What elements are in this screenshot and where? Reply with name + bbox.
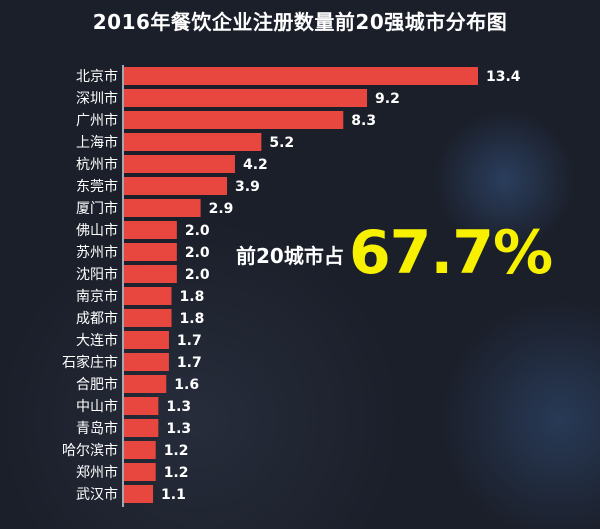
- value-label-3: 5.2: [269, 135, 294, 151]
- value-label-8: 2.0: [185, 245, 210, 261]
- category-label-11: 成都市: [76, 310, 118, 327]
- bars-layer: 北京市 13.4 深圳市 9.2 广州市 8.3 上海市 5.2 杭州市 4.2 东莞市 3.9 厦门市…: [62, 65, 521, 507]
- bar-12: [124, 331, 169, 349]
- bar-17: [124, 441, 156, 459]
- category-label-18: 郑州市: [76, 464, 118, 481]
- share-callout: 前20城市占 67.7%: [236, 218, 553, 288]
- category-label-19: 武汉市: [76, 486, 118, 503]
- bar-7: [124, 221, 177, 239]
- bar-16: [124, 419, 159, 437]
- category-label-15: 中山市: [76, 398, 118, 415]
- value-label-0: 13.4: [486, 69, 521, 85]
- bar-10: [124, 287, 172, 305]
- value-label-2: 8.3: [351, 113, 376, 129]
- category-label-9: 沈阳市: [76, 266, 118, 283]
- value-label-9: 2.0: [185, 267, 210, 283]
- value-label-1: 9.2: [375, 91, 400, 107]
- category-label-3: 上海市: [76, 134, 118, 151]
- value-label-4: 4.2: [243, 157, 268, 173]
- bar-15: [124, 397, 159, 415]
- value-label-16: 1.3: [166, 421, 191, 437]
- category-label-5: 东莞市: [76, 178, 118, 195]
- category-label-10: 南京市: [76, 288, 118, 305]
- category-label-8: 苏州市: [76, 244, 118, 261]
- value-label-5: 3.9: [235, 179, 260, 195]
- bar-3: [124, 133, 262, 151]
- value-label-11: 1.8: [180, 311, 205, 327]
- value-label-17: 1.2: [164, 443, 189, 459]
- category-label-0: 北京市: [76, 68, 118, 85]
- value-label-14: 1.6: [174, 377, 199, 393]
- category-label-2: 广州市: [76, 112, 118, 129]
- bar-0: [124, 67, 478, 85]
- bar-8: [124, 243, 177, 261]
- bar-18: [124, 463, 156, 481]
- value-label-12: 1.7: [177, 333, 202, 349]
- category-label-17: 哈尔滨市: [62, 442, 118, 459]
- bar-11: [124, 309, 172, 327]
- value-label-10: 1.8: [180, 289, 205, 305]
- callout-percent: 67.7%: [348, 218, 553, 288]
- value-label-13: 1.7: [177, 355, 202, 371]
- bar-9: [124, 265, 177, 283]
- value-label-15: 1.3: [166, 399, 191, 415]
- value-label-18: 1.2: [164, 465, 189, 481]
- category-label-6: 厦门市: [76, 200, 118, 217]
- category-label-7: 佛山市: [76, 222, 118, 239]
- bar-19: [124, 485, 154, 503]
- category-label-1: 深圳市: [76, 90, 118, 107]
- category-label-12: 大连市: [76, 332, 118, 349]
- bar-6: [124, 199, 201, 217]
- bar-4: [124, 155, 235, 173]
- callout-label: 前20城市占: [236, 244, 344, 268]
- chart-title: 2016年餐饮企业注册数量前20强城市分布图: [92, 10, 508, 34]
- bar-13: [124, 353, 169, 371]
- bar-1: [124, 89, 368, 107]
- category-label-14: 合肥市: [76, 376, 118, 393]
- bar-14: [124, 375, 167, 393]
- category-label-16: 青岛市: [76, 420, 118, 437]
- category-label-4: 杭州市: [76, 156, 118, 173]
- bar-2: [124, 111, 344, 129]
- value-label-19: 1.1: [161, 487, 186, 503]
- value-label-6: 2.9: [209, 201, 234, 217]
- bar-5: [124, 177, 228, 195]
- value-label-7: 2.0: [185, 223, 210, 239]
- category-label-13: 石家庄市: [62, 354, 118, 371]
